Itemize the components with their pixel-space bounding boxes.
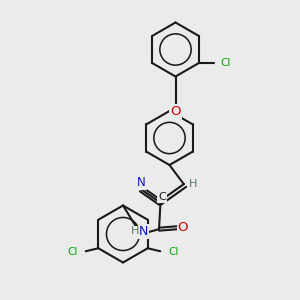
Text: C: C [158, 192, 166, 203]
Text: N: N [139, 225, 148, 238]
Text: Cl: Cl [220, 58, 230, 68]
Text: Cl: Cl [68, 248, 78, 257]
Text: H: H [189, 179, 198, 189]
Text: N: N [137, 176, 146, 189]
Text: O: O [170, 105, 181, 119]
Text: H: H [131, 226, 139, 236]
Text: Cl: Cl [168, 248, 178, 257]
Text: O: O [178, 221, 188, 234]
